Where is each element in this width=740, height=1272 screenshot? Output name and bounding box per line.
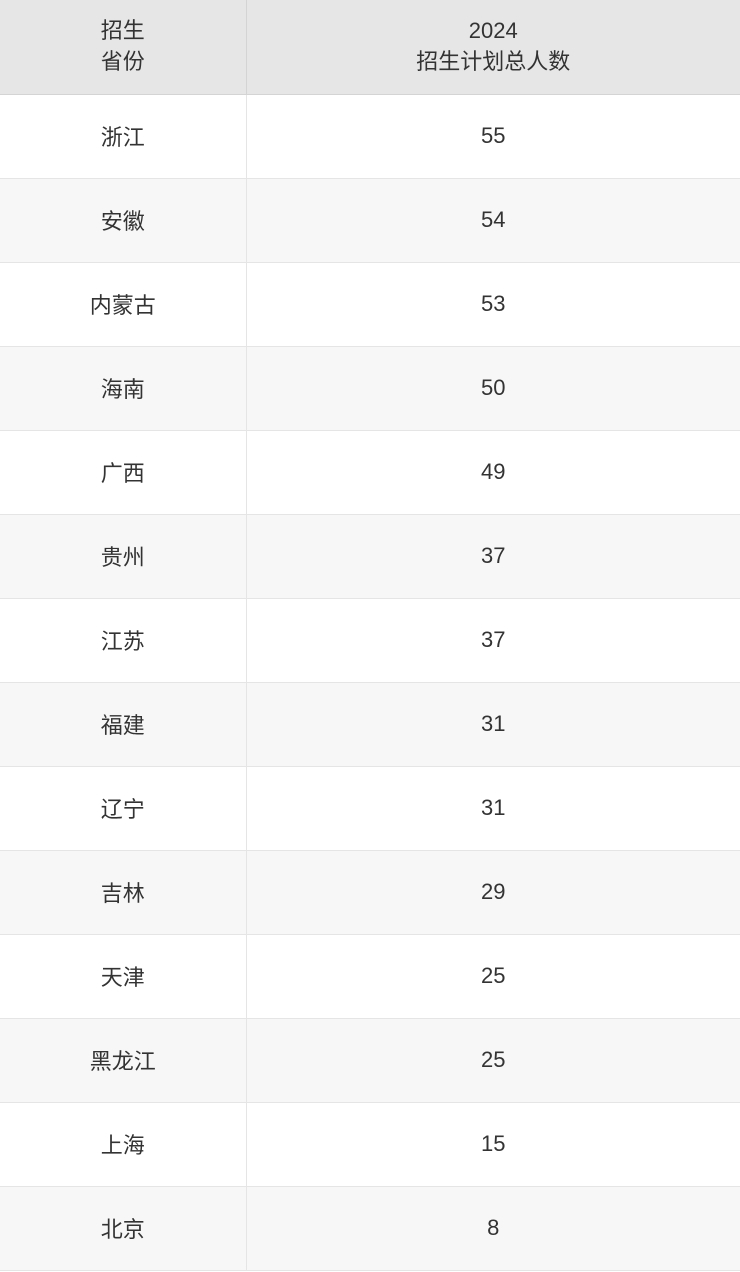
cell-province: 北京 (0, 1186, 246, 1270)
cell-count: 54 (246, 178, 740, 262)
cell-province: 广西 (0, 430, 246, 514)
cell-province: 辽宁 (0, 766, 246, 850)
cell-count: 49 (246, 430, 740, 514)
table-body: 浙江55安徽54内蒙古53海南50广西49贵州37江苏37福建31辽宁31吉林2… (0, 94, 740, 1270)
table-row: 安徽54 (0, 178, 740, 262)
header-count: 2024 招生计划总人数 (246, 0, 740, 94)
table-row: 江苏37 (0, 598, 740, 682)
cell-province: 天津 (0, 934, 246, 1018)
cell-province: 贵州 (0, 514, 246, 598)
cell-count: 50 (246, 346, 740, 430)
cell-count: 31 (246, 766, 740, 850)
cell-count: 8 (246, 1186, 740, 1270)
cell-province: 海南 (0, 346, 246, 430)
header-province: 招生 省份 (0, 0, 246, 94)
cell-count: 55 (246, 94, 740, 178)
cell-province: 黑龙江 (0, 1018, 246, 1102)
header-count-line2: 招生计划总人数 (416, 49, 570, 74)
cell-count: 37 (246, 514, 740, 598)
cell-count: 29 (246, 850, 740, 934)
enrollment-table: 招生 省份 2024 招生计划总人数 浙江55安徽54内蒙古53海南50广西49… (0, 0, 740, 1271)
table-row: 辽宁31 (0, 766, 740, 850)
cell-count: 25 (246, 1018, 740, 1102)
table-row: 浙江55 (0, 94, 740, 178)
cell-province: 内蒙古 (0, 262, 246, 346)
cell-province: 吉林 (0, 850, 246, 934)
cell-count: 53 (246, 262, 740, 346)
header-count-line1: 2024 (469, 18, 518, 43)
cell-province: 安徽 (0, 178, 246, 262)
table-row: 北京8 (0, 1186, 740, 1270)
table-row: 天津25 (0, 934, 740, 1018)
table-row: 上海15 (0, 1102, 740, 1186)
table-row: 吉林29 (0, 850, 740, 934)
table-header-row: 招生 省份 2024 招生计划总人数 (0, 0, 740, 94)
cell-count: 25 (246, 934, 740, 1018)
table-row: 贵州37 (0, 514, 740, 598)
table-row: 广西49 (0, 430, 740, 514)
cell-count: 37 (246, 598, 740, 682)
cell-count: 31 (246, 682, 740, 766)
cell-province: 上海 (0, 1102, 246, 1186)
header-province-line2: 省份 (101, 49, 145, 74)
table-row: 黑龙江25 (0, 1018, 740, 1102)
cell-province: 浙江 (0, 94, 246, 178)
cell-count: 15 (246, 1102, 740, 1186)
table-row: 福建31 (0, 682, 740, 766)
cell-province: 福建 (0, 682, 246, 766)
cell-province: 江苏 (0, 598, 246, 682)
table-row: 海南50 (0, 346, 740, 430)
table-row: 内蒙古53 (0, 262, 740, 346)
header-province-line1: 招生 (101, 18, 145, 43)
